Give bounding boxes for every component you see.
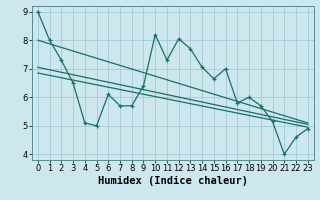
X-axis label: Humidex (Indice chaleur): Humidex (Indice chaleur) bbox=[98, 176, 248, 186]
